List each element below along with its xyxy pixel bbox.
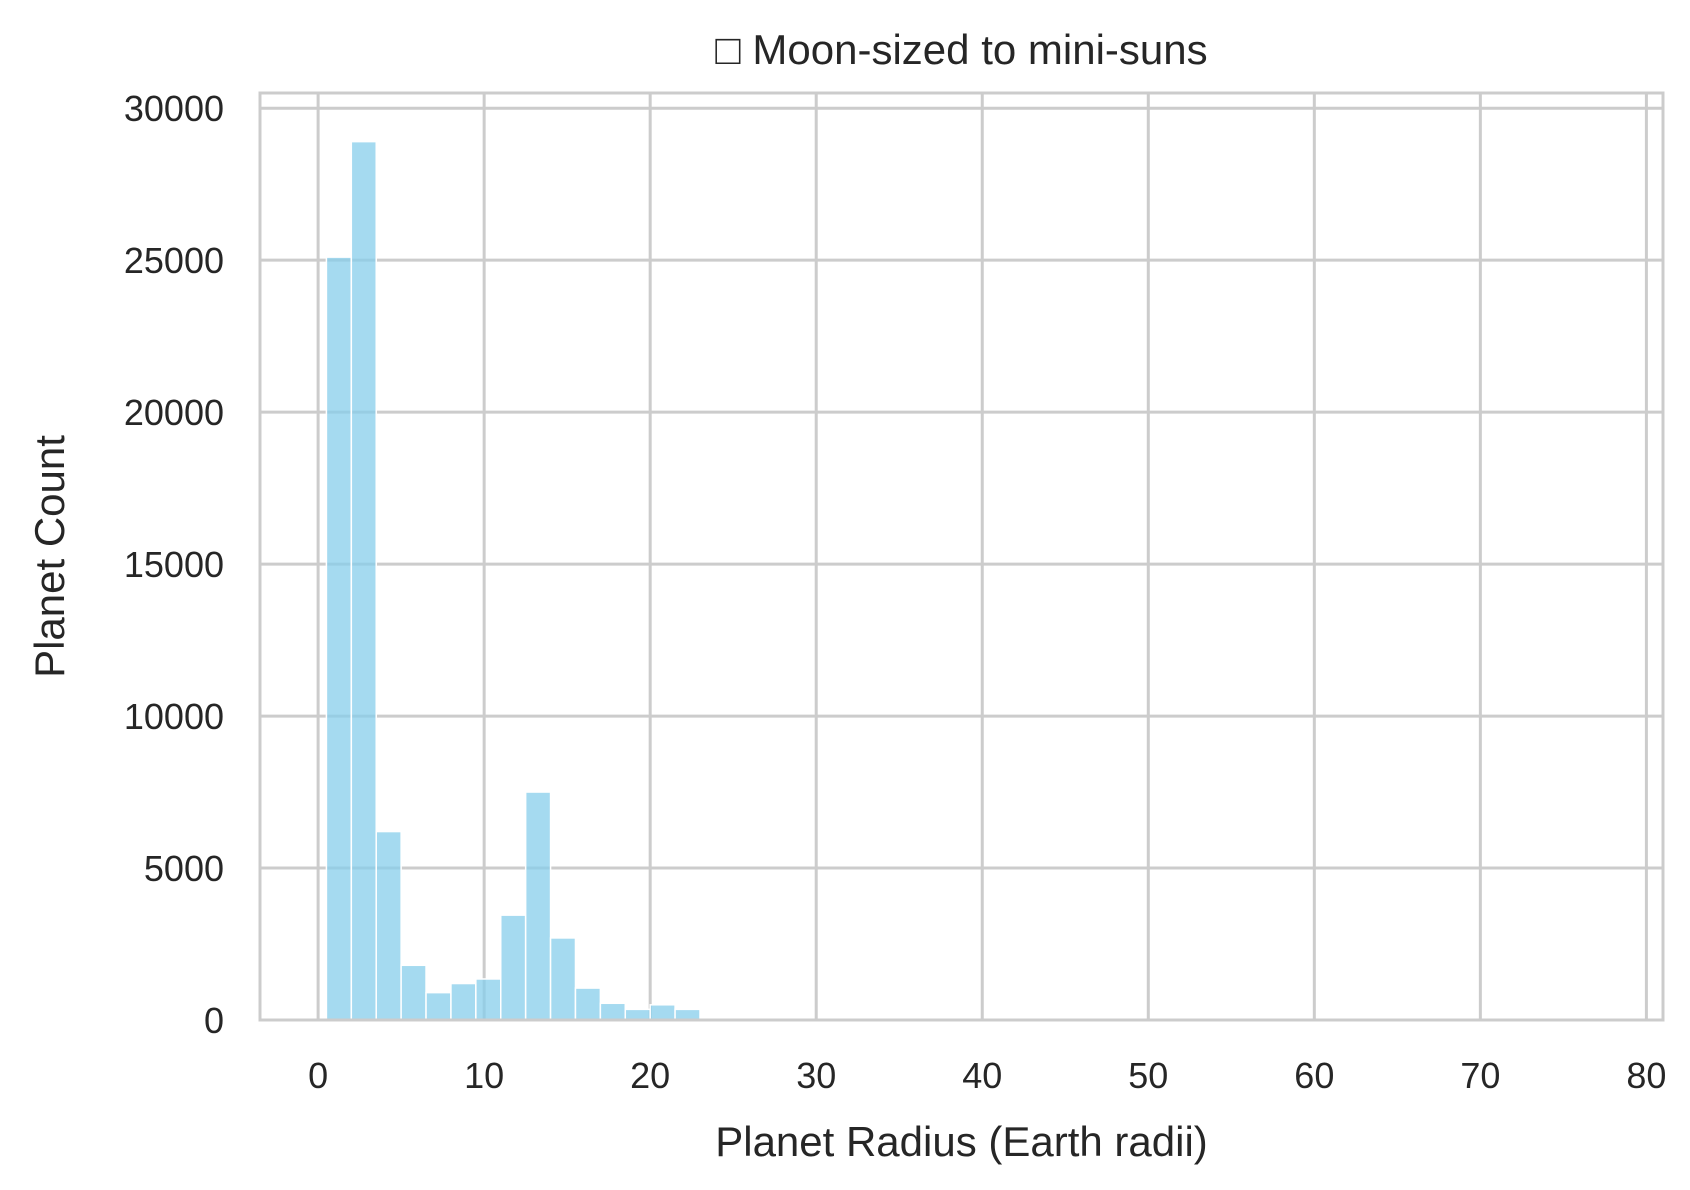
y-gridlines bbox=[260, 106, 1663, 1022]
x-tick-label: 20 bbox=[630, 1055, 670, 1096]
y-axis-label: Planet Count bbox=[26, 435, 73, 678]
histogram-bar bbox=[524, 791, 552, 1021]
x-tick-label: 0 bbox=[308, 1055, 328, 1096]
histogram-bar bbox=[400, 964, 427, 1021]
histogram-bar bbox=[674, 1008, 701, 1021]
histogram-bar bbox=[500, 914, 527, 1021]
x-tick-label: 10 bbox=[464, 1055, 504, 1096]
x-tick-labels: 0 10 20 30 40 50 60 70 80 bbox=[308, 1055, 1666, 1096]
histogram-bar bbox=[475, 978, 502, 1021]
x-tick-label: 50 bbox=[1128, 1055, 1168, 1096]
y-tick-label: 25000 bbox=[124, 240, 224, 281]
histogram-bar bbox=[624, 1008, 651, 1021]
y-tick-label: 10000 bbox=[124, 696, 224, 737]
histogram-bar bbox=[350, 140, 377, 1021]
y-tick-label: 15000 bbox=[124, 544, 224, 585]
histogram-bar bbox=[649, 1004, 676, 1021]
y-tick-label: 20000 bbox=[124, 392, 224, 433]
histogram-bars bbox=[325, 140, 826, 1021]
y-tick-labels: 0 5000 10000 15000 20000 25000 30000 bbox=[124, 88, 224, 1041]
x-axis-label: Planet Radius (Earth radii) bbox=[715, 1118, 1208, 1165]
histogram-bar bbox=[425, 991, 452, 1021]
y-tick-label: 5000 bbox=[144, 848, 224, 889]
x-tick-label: 70 bbox=[1460, 1055, 1500, 1096]
x-gridlines bbox=[316, 93, 1648, 1020]
plot-frame bbox=[258, 91, 1665, 1022]
histogram-bar bbox=[375, 830, 402, 1021]
histogram-bar bbox=[325, 256, 353, 1021]
chart-title: □ Moon-sized to mini-suns bbox=[715, 26, 1207, 73]
histogram-bar bbox=[574, 987, 602, 1021]
y-tick-label: 30000 bbox=[124, 88, 224, 129]
x-tick-label: 80 bbox=[1626, 1055, 1666, 1096]
y-tick-label: 0 bbox=[204, 1000, 224, 1041]
histogram-bar bbox=[450, 982, 477, 1021]
histogram-bar bbox=[599, 1002, 627, 1021]
histogram-bar bbox=[549, 937, 577, 1021]
x-tick-label: 30 bbox=[796, 1055, 836, 1096]
x-tick-label: 60 bbox=[1294, 1055, 1334, 1096]
x-tick-label: 40 bbox=[962, 1055, 1002, 1096]
